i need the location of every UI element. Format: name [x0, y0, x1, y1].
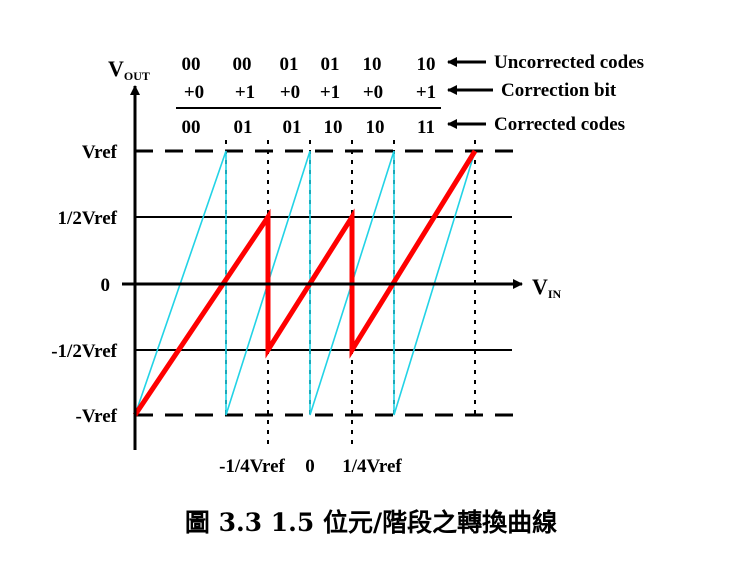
corrected-code: 00 — [182, 117, 201, 138]
corrected-code: 11 — [417, 117, 435, 138]
correction-bit: +1 — [416, 82, 436, 103]
x-tick-labels: -1/4Vref 0 1/4Vref — [219, 456, 402, 477]
corrected-code: 01 — [283, 117, 302, 138]
uncorrected-code: 10 — [417, 54, 436, 75]
correction-bit: +0 — [363, 82, 383, 103]
correction-bit: +0 — [184, 82, 204, 103]
legend-correction: Correction bit — [501, 80, 617, 101]
y-tick-labels: Vref 1/2Vref 0 -1/2Vref -Vref — [51, 142, 117, 427]
corrected-code: 01 — [234, 117, 253, 138]
legend-corrected: Corrected codes — [494, 114, 625, 135]
y-tick-zero: 0 — [101, 275, 111, 296]
figure-caption: 圖 3.3 1.5 位元/階段之轉換曲線 — [184, 508, 558, 537]
y-tick-neg-half-vref: -1/2Vref — [51, 341, 117, 362]
uncorrected-code: 01 — [280, 54, 299, 75]
y-tick-neg-vref: -Vref — [76, 406, 118, 427]
uncorrected-codes-row: 00 00 01 01 10 10 — [182, 54, 436, 75]
corrected-code: 10 — [324, 117, 343, 138]
uncorrected-code: 01 — [321, 54, 340, 75]
y-tick-half-vref: 1/2Vref — [58, 208, 118, 229]
correction-bit: +1 — [320, 82, 340, 103]
legend-labels: Uncorrected codes Correction bit Correct… — [494, 52, 644, 135]
y-tick-vref: Vref — [82, 142, 118, 163]
uncorrected-code: 10 — [363, 54, 382, 75]
x-tick-neg-quarter: -1/4Vref — [219, 456, 285, 477]
x-axis-label: VIN — [532, 274, 562, 301]
legend-arrows — [447, 57, 493, 129]
uncorrected-code: 00 — [233, 54, 252, 75]
corrected-codes-row: 00 01 01 10 10 11 — [182, 117, 435, 138]
corrected-code: 10 — [366, 117, 385, 138]
x-tick-pos-quarter: 1/4Vref — [342, 456, 402, 477]
correction-bits-row: +0 +1 +0 +1 +0 +1 — [184, 82, 436, 103]
reference-lines — [135, 149, 515, 417]
y-axis-label: VOUT — [108, 56, 150, 83]
correction-bit: +1 — [235, 82, 255, 103]
uncorrected-code: 00 — [182, 54, 201, 75]
x-tick-zero: 0 — [305, 456, 315, 477]
correction-bit: +0 — [280, 82, 300, 103]
legend-uncorrected: Uncorrected codes — [494, 52, 644, 73]
